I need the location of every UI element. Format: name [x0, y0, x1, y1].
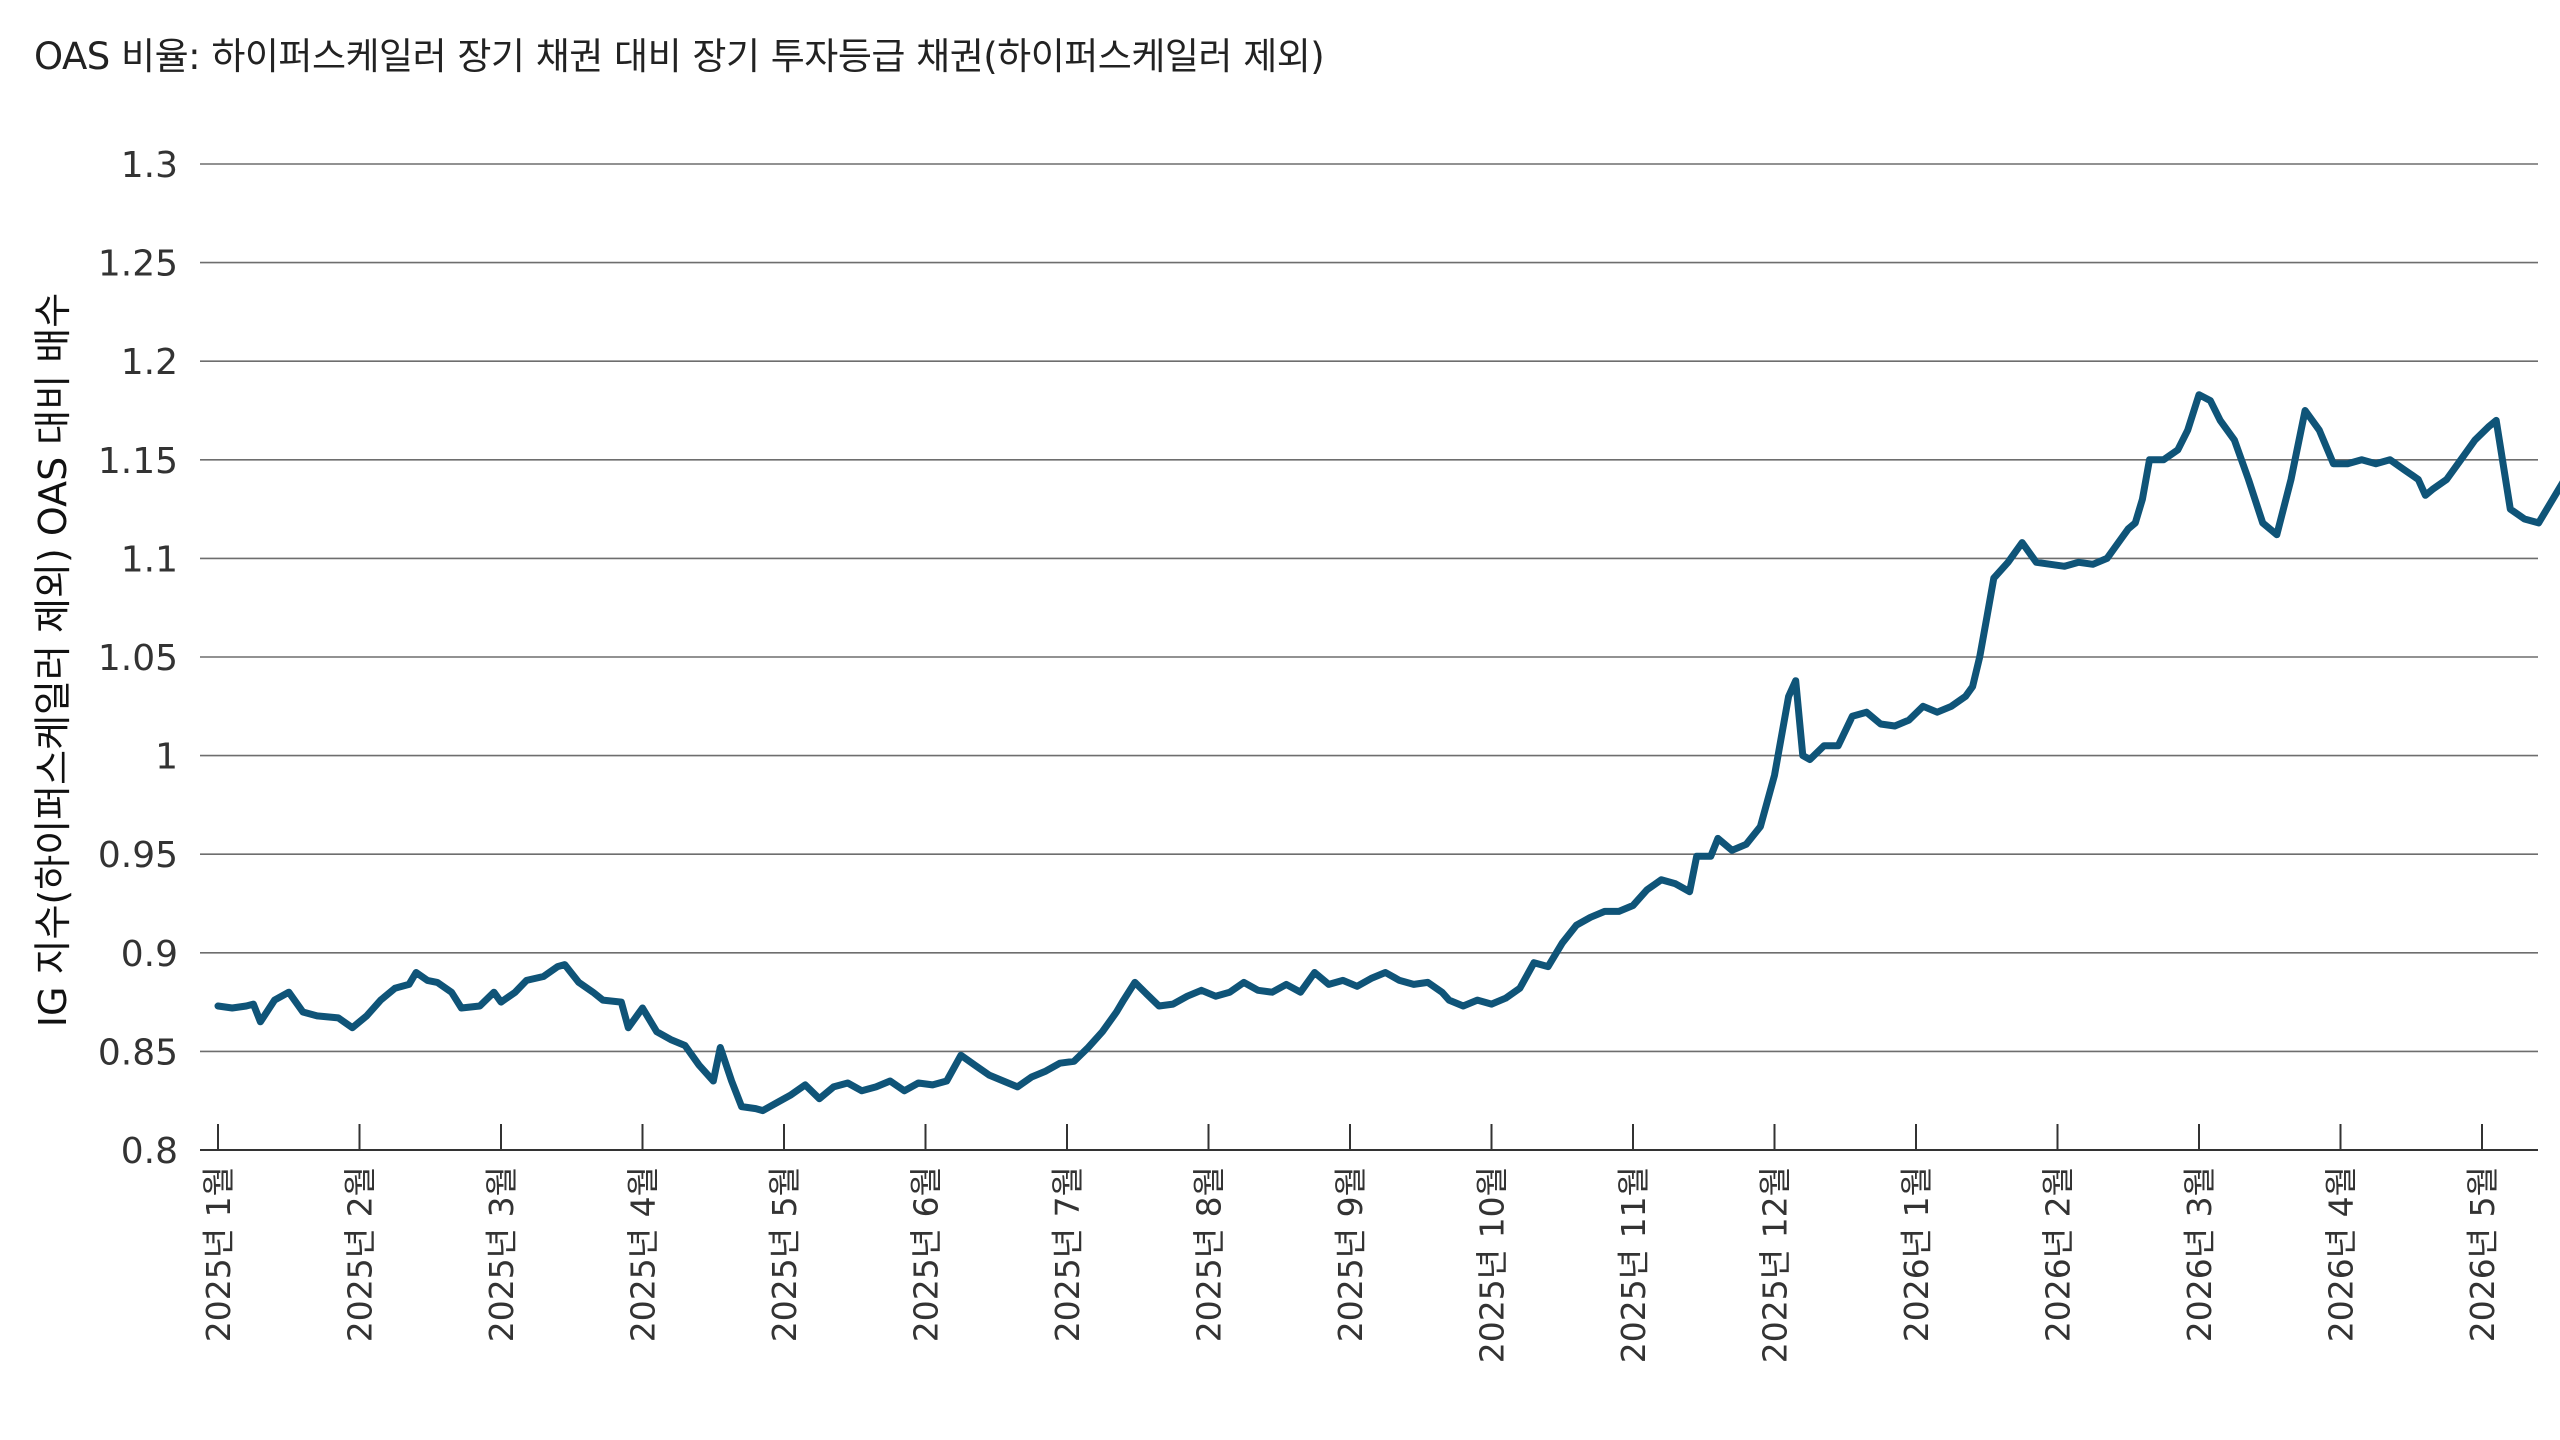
x-tick-label: 2025년 5월 [765, 1166, 804, 1342]
series [214, 391, 2560, 1115]
x-tick-label: 2025년 1월 [199, 1166, 238, 1342]
x-tick-label: 2025년 12월 [1756, 1166, 1795, 1363]
x-tick-label: 2026년 5월 [2463, 1166, 2502, 1342]
x-tick-label: 2025년 7월 [1048, 1166, 1087, 1342]
x-tick-label: 2025년 6월 [907, 1166, 946, 1342]
x-tick-labels: 2025년 1월 2025년 2월 2025년 3월 2025년 4월 2025년 5월… [199, 1166, 2502, 1363]
y-tick-label: 0.8 [121, 1131, 178, 1172]
y-tick-label: 0.95 [98, 835, 178, 876]
y-tick-label: 0.9 [121, 934, 178, 975]
x-tick-label: 2025년 10월 [1473, 1166, 1512, 1363]
y-tick-label: 1.3 [121, 145, 178, 186]
x-tick-label: 2025년 4월 [624, 1166, 663, 1342]
x-tick-label: 2025년 9월 [1331, 1166, 1370, 1342]
y-tick-label: 1.2 [121, 342, 178, 383]
x-tick-label: 2025년 3월 [482, 1166, 521, 1342]
y-tick-label: 1.05 [98, 638, 178, 679]
gridlines [200, 163, 2538, 1053]
y-tick-label: 1.15 [98, 441, 178, 482]
y-axis-label: IG 지수(하이퍼스케일러 제외) OAS 대비 배수 [31, 293, 75, 1027]
x-tick-label: 2026년 4월 [2322, 1166, 2361, 1342]
x-tick-label: 2025년 2월 [341, 1166, 380, 1342]
chart-title: OAS 비율: 하이퍼스케일러 장기 채권 대비 장기 투자등급 채권(하이퍼스… [34, 35, 1325, 78]
series-line [214, 391, 2560, 1115]
y-tick-label: 0.85 [98, 1032, 178, 1073]
y-tick-labels: 0.8 0.85 0.9 0.95 1 1.05 1.1 1.15 1.2 1.25 1.3 [98, 145, 178, 1172]
x-tick-label: 2025년 11월 [1614, 1166, 1653, 1363]
x-tick-label: 2026년 1월 [1897, 1166, 1936, 1342]
y-tick-label: 1.25 [98, 244, 178, 285]
x-axis [200, 1124, 2538, 1151]
y-tick-label: 1 [155, 737, 178, 778]
x-tick-label: 2026년 2월 [2039, 1166, 2078, 1342]
y-tick-label: 1.1 [121, 539, 178, 580]
x-tick-label: 2025년 8월 [1190, 1166, 1229, 1342]
x-tick-label: 2026년 3월 [2180, 1166, 2219, 1342]
